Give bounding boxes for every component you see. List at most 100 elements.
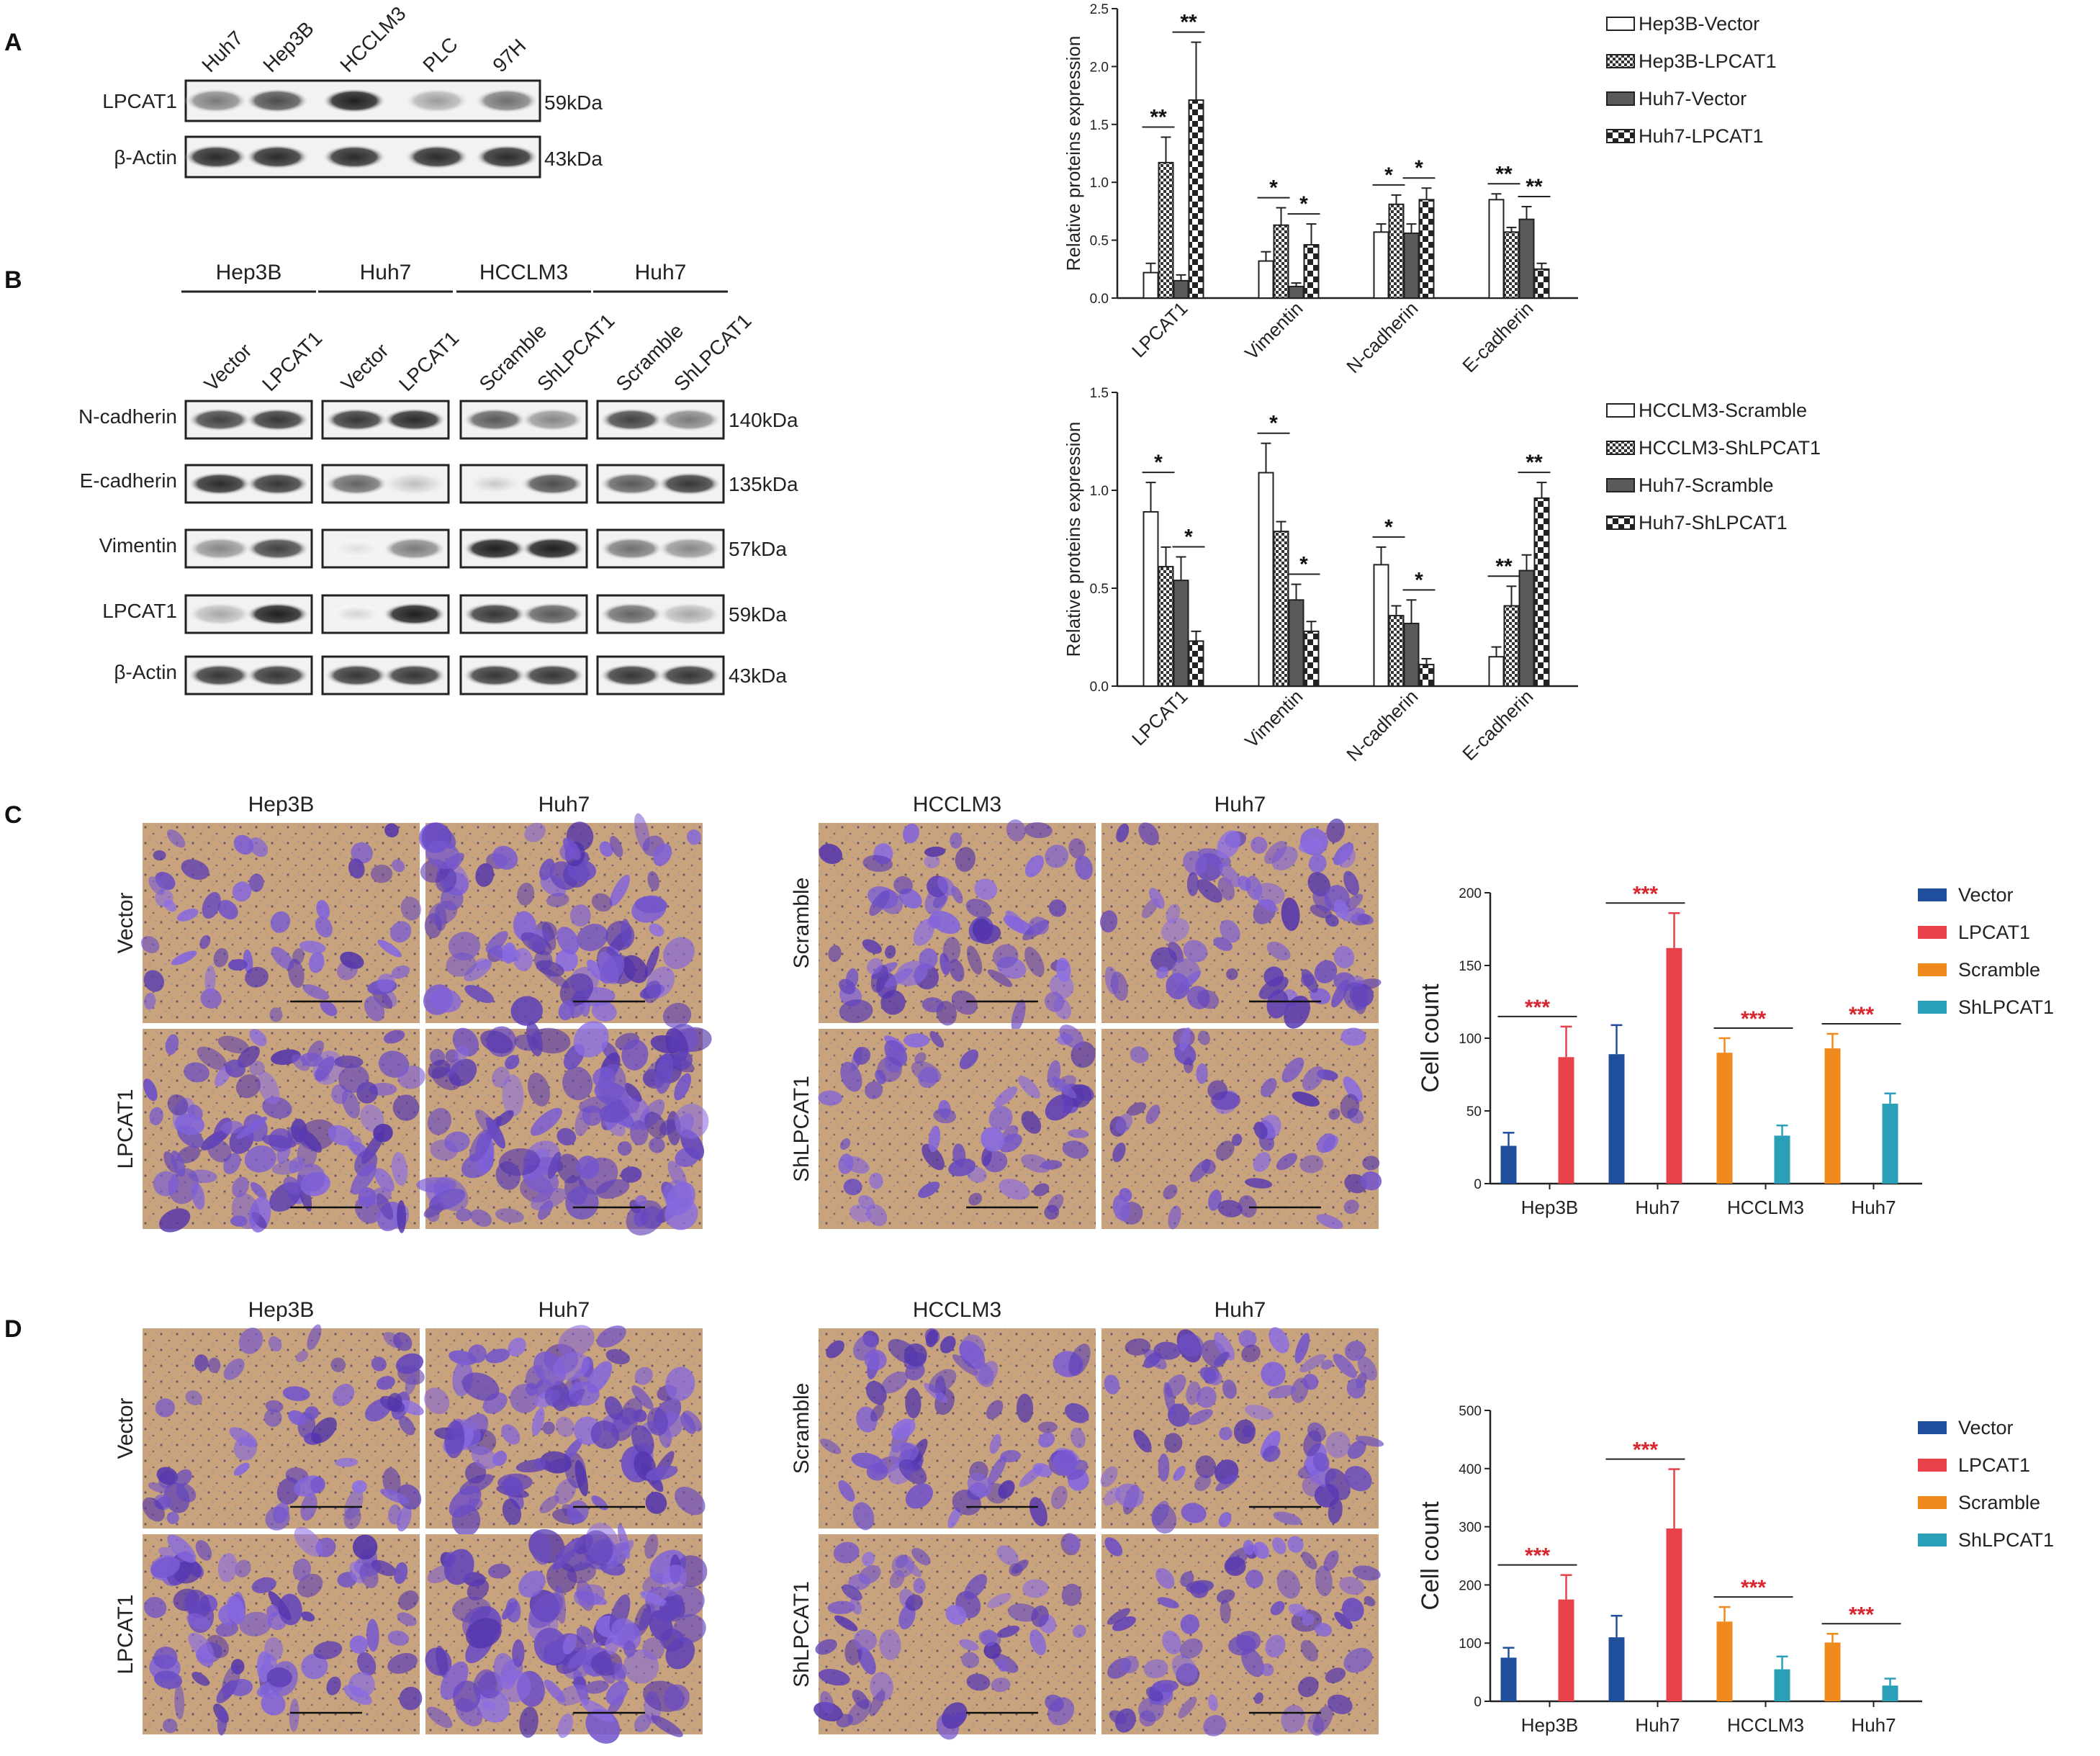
cell-blob	[167, 1094, 189, 1116]
cell-blob	[1112, 1143, 1126, 1163]
cell-blob	[1268, 1384, 1297, 1399]
bar	[1558, 1057, 1574, 1184]
cell-blob	[199, 935, 211, 950]
cell-blob	[1276, 1153, 1297, 1171]
cell-blob	[1264, 840, 1287, 865]
cell-blob	[1312, 1452, 1330, 1472]
cell-blob	[1261, 1078, 1277, 1097]
cell-blob	[480, 1030, 513, 1054]
cell-blob	[471, 1446, 497, 1469]
cell-blob	[540, 1451, 572, 1474]
cell-blob	[631, 1425, 654, 1456]
cell-blob	[392, 1094, 420, 1121]
cell-blob	[914, 1052, 927, 1064]
cell-blob	[288, 959, 305, 989]
cell-blob	[996, 1545, 1019, 1565]
cell-blob	[444, 1420, 465, 1459]
cell-blob	[397, 1612, 417, 1626]
bar	[1774, 1669, 1790, 1701]
cell-blob	[143, 1597, 167, 1618]
cell-blob	[502, 1498, 522, 1526]
legend-label: Scramble	[1958, 1492, 2040, 1513]
cell-blob	[1199, 1366, 1217, 1382]
significance-label: ***	[1633, 882, 1658, 906]
significance-label: *	[1415, 156, 1423, 180]
cell-blob	[265, 1506, 290, 1531]
cell-blob	[202, 891, 221, 919]
cell-blob	[582, 1530, 613, 1566]
bar	[1188, 99, 1204, 299]
legend-label: Hep3B-LPCAT1	[1639, 50, 1777, 72]
cell-blob	[924, 855, 940, 869]
cell-blob	[371, 1559, 397, 1577]
cell-blob	[1333, 1354, 1357, 1379]
cell-blob	[885, 945, 896, 959]
blot-band	[325, 664, 389, 687]
cell-blob	[1003, 915, 1035, 935]
cell-blob	[1184, 1057, 1194, 1073]
bar	[1608, 1054, 1625, 1184]
cell-blob	[1024, 821, 1053, 839]
cell-blob	[891, 1418, 916, 1440]
y-tick-label: 300	[1459, 1521, 1482, 1536]
cell-blob	[200, 988, 222, 1009]
cell-blob	[1220, 1600, 1231, 1624]
cell-blob	[171, 950, 197, 965]
x-tick-label: Huh7	[1635, 1197, 1680, 1218]
x-tick-label: LPCAT1	[1127, 685, 1191, 749]
bar	[1258, 472, 1274, 688]
micrograph-row-label: ShLPCAT1	[790, 1581, 814, 1688]
cell-blob	[1299, 1155, 1324, 1174]
significance-label: *	[1269, 176, 1278, 200]
cell-blob	[250, 1181, 267, 1199]
cell-blob	[307, 1324, 322, 1351]
cell-blob	[925, 1329, 938, 1348]
cell-blob	[966, 1673, 991, 1691]
cell-blob	[464, 959, 492, 981]
cell-blob	[590, 1420, 620, 1449]
cell-blob	[186, 1613, 211, 1630]
cell-blob	[919, 948, 938, 970]
cell-blob	[394, 1562, 408, 1585]
cell-blob	[607, 1539, 634, 1570]
cell-blob	[576, 924, 608, 952]
cell-blob	[235, 1559, 251, 1578]
cell-blob	[644, 1112, 667, 1139]
cell-blob	[143, 1079, 158, 1102]
cell-blob	[646, 1407, 668, 1436]
cell-blob	[162, 1718, 178, 1734]
cell-blob	[1273, 1511, 1302, 1526]
cell-blob	[854, 1629, 878, 1652]
cell-blob	[528, 1593, 564, 1629]
cell-blob	[204, 965, 216, 995]
significance-label: *	[1154, 451, 1163, 474]
cell-blob	[195, 1539, 212, 1561]
y-tick-label: 0.5	[1090, 582, 1109, 597]
cell-blob	[232, 881, 252, 902]
blot-band	[463, 537, 527, 560]
cell-blob	[244, 1145, 276, 1173]
cell-blob	[556, 1416, 574, 1438]
cell-blob	[536, 960, 564, 977]
bar	[1488, 199, 1505, 299]
cell-blob	[266, 1605, 279, 1618]
cell-blob	[231, 1193, 260, 1229]
cell-blob	[1300, 1639, 1318, 1662]
cell-blob	[993, 1086, 1018, 1107]
cell-blob	[879, 1629, 901, 1660]
blot-band	[184, 145, 248, 169]
bar	[1388, 615, 1405, 688]
cell-blob	[567, 1642, 602, 1668]
cell-blob	[1266, 989, 1289, 1019]
chart-b-bottom: 0.0 0.5 1.0 1.5 Relative proteins expression…	[1063, 386, 1821, 765]
cell-blob	[959, 1049, 979, 1070]
significance-label: ***	[1525, 996, 1550, 1019]
blot-band	[245, 89, 309, 113]
cell-blob	[1360, 1171, 1382, 1191]
cell-blob	[1150, 947, 1177, 972]
cell-blob	[436, 867, 457, 893]
cell-blob	[645, 1492, 667, 1514]
cell-blob	[1011, 999, 1026, 1032]
cell-blob	[649, 923, 664, 937]
significance-label: *	[1299, 553, 1308, 577]
